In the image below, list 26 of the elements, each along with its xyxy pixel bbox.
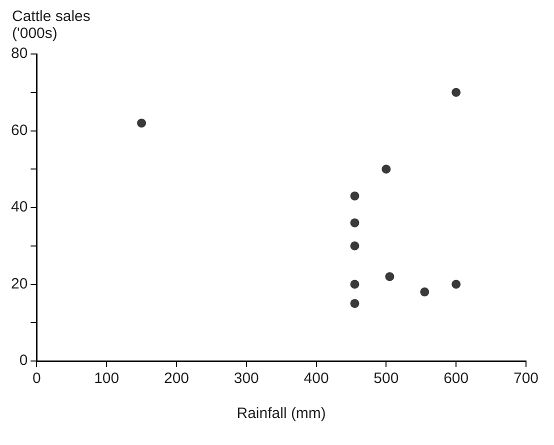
x-tick-label: 100 xyxy=(94,370,120,388)
x-tick-label: 700 xyxy=(513,370,539,388)
x-tick-label: 0 xyxy=(32,370,41,388)
y-axis-title: Cattle sales ('000s) xyxy=(12,8,92,42)
point xyxy=(137,118,146,128)
point xyxy=(385,272,394,282)
x-tick-label: 600 xyxy=(444,370,469,388)
point xyxy=(350,280,360,289)
point xyxy=(382,164,391,174)
point xyxy=(452,88,461,97)
point xyxy=(452,280,461,289)
y-tick-label: 20 xyxy=(10,275,28,292)
point xyxy=(350,218,360,228)
y-tick-label: 40 xyxy=(10,198,28,216)
y-tick-label: 60 xyxy=(10,122,28,139)
x-tick-label: 200 xyxy=(164,370,190,388)
x-axis-title: Rainfall (mm) xyxy=(236,405,326,422)
y-tick-label: 80 xyxy=(10,45,28,62)
x-tick-label: 400 xyxy=(304,370,329,388)
y-tick-label: 0 xyxy=(19,352,28,370)
x-tick-label: 300 xyxy=(234,370,259,388)
point xyxy=(420,287,430,296)
point xyxy=(350,298,360,308)
x-tick-label: 500 xyxy=(374,370,399,388)
point xyxy=(350,191,360,200)
point xyxy=(350,241,360,250)
